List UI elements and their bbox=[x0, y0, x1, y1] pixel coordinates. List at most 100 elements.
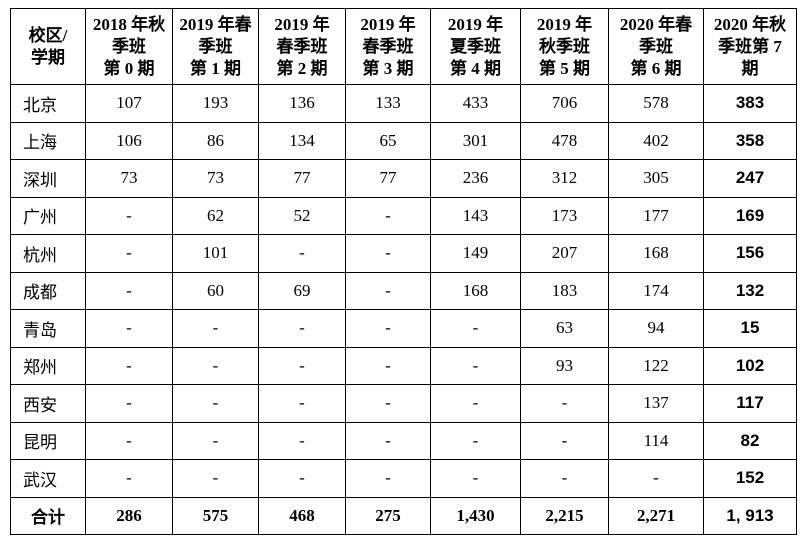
cell: - bbox=[85, 421, 173, 460]
cell: 102 bbox=[703, 346, 797, 385]
cell: 93 bbox=[520, 346, 609, 385]
row-label: 杭州 bbox=[10, 234, 86, 273]
cell: 73 bbox=[172, 159, 259, 198]
cell: - bbox=[258, 384, 346, 423]
header-line: 2020 年春 bbox=[619, 14, 693, 34]
cell: 2,271 bbox=[608, 496, 704, 535]
header-line: 2019 年春 bbox=[179, 14, 252, 34]
header-line: 季班 bbox=[198, 36, 233, 56]
cell: 247 bbox=[703, 159, 797, 198]
header-cell: 2020 年春 季班第 6 期 bbox=[608, 8, 704, 85]
cell: 173 bbox=[520, 196, 609, 235]
data-row: 成都 -60 69-168 183 174 132 bbox=[10, 271, 797, 310]
row-label: 武汉 bbox=[10, 459, 86, 498]
cell: 1, 913 bbox=[703, 496, 797, 535]
cell: 94 bbox=[608, 309, 704, 348]
header-line: 2018 年秋 bbox=[92, 14, 166, 34]
cell: 106 bbox=[85, 121, 173, 160]
cell: 77 bbox=[258, 159, 346, 198]
header-line: 第 4 期 bbox=[450, 58, 501, 78]
cell: 101 bbox=[172, 234, 259, 273]
cell: - bbox=[430, 421, 521, 460]
cell: 62 bbox=[172, 196, 259, 235]
header-line: 第 6 期 bbox=[630, 58, 682, 78]
cell: - bbox=[85, 459, 173, 498]
cell: - bbox=[172, 309, 259, 348]
header-line: 学期 bbox=[31, 47, 65, 67]
header-line: 期 bbox=[741, 58, 759, 78]
cell: 468 bbox=[258, 496, 346, 535]
data-row: 西安 - - - - - -137 117 bbox=[10, 384, 797, 423]
cell: - bbox=[520, 384, 609, 423]
cell: - bbox=[258, 459, 346, 498]
cell: 65 bbox=[345, 121, 431, 160]
row-label: 深圳 bbox=[10, 159, 86, 198]
cell: - bbox=[520, 421, 609, 460]
cell: 168 bbox=[608, 234, 704, 273]
header-line: 季班 bbox=[639, 36, 673, 56]
cell: 168 bbox=[430, 271, 521, 310]
cell: 117 bbox=[703, 384, 797, 423]
data-row: 青岛 - - - - -63 94 15 bbox=[10, 309, 797, 348]
header-line: 秋季班 bbox=[539, 36, 590, 56]
data-row: 北京 107 193 136 133 433 706 578 383 bbox=[10, 84, 797, 123]
cell: - bbox=[608, 459, 704, 498]
row-label: 合计 bbox=[10, 496, 86, 535]
cell: - bbox=[172, 384, 259, 423]
cell: 15 bbox=[703, 309, 797, 348]
cell: 69 bbox=[258, 271, 346, 310]
cell: 2,215 bbox=[520, 496, 609, 535]
cell: 82 bbox=[703, 421, 797, 460]
cell: 60 bbox=[172, 271, 259, 310]
header-cell: 2019 年秋季班第 5 期 bbox=[520, 8, 609, 85]
header-line: 季班 bbox=[112, 36, 146, 56]
cell: - bbox=[172, 421, 259, 460]
data-row: 广州 -62 52-143 173 177 169 bbox=[10, 196, 797, 235]
header-line: 2019 年 bbox=[274, 14, 330, 34]
cell: 358 bbox=[703, 121, 797, 160]
cell: - bbox=[345, 459, 431, 498]
cell: 1,430 bbox=[430, 496, 521, 535]
cell: 193 bbox=[172, 84, 259, 123]
cell: 275 bbox=[345, 496, 431, 535]
data-row: 郑州 - - - - -93 122 102 bbox=[10, 346, 797, 385]
cell: - bbox=[345, 421, 431, 460]
header-cell: 校区/学期 bbox=[10, 8, 86, 85]
cell: 402 bbox=[608, 121, 704, 160]
header-line: 季班第 7 bbox=[718, 36, 782, 56]
row-label: 郑州 bbox=[10, 346, 86, 385]
cell: 578 bbox=[608, 84, 704, 123]
cell: 122 bbox=[608, 346, 704, 385]
cell: - bbox=[258, 346, 346, 385]
header-line: 第 2 期 bbox=[276, 58, 328, 78]
cell: - bbox=[345, 309, 431, 348]
cell: 137 bbox=[608, 384, 704, 423]
cell: - bbox=[85, 196, 173, 235]
row-label: 西安 bbox=[10, 384, 86, 423]
cell: 86 bbox=[172, 121, 259, 160]
cell: 143 bbox=[430, 196, 521, 235]
cell: 305 bbox=[608, 159, 704, 198]
row-label: 成都 bbox=[10, 271, 86, 310]
row-label: 昆明 bbox=[10, 421, 86, 460]
cell: - bbox=[430, 459, 521, 498]
cell: 174 bbox=[608, 271, 704, 310]
cell: - bbox=[258, 421, 346, 460]
cell: - bbox=[85, 309, 173, 348]
cell: 286 bbox=[85, 496, 173, 535]
cell: - bbox=[85, 234, 173, 273]
header-cell: 2019 年春 季班第 1 期 bbox=[172, 8, 259, 85]
header-cell: 2018 年秋 季班第 0 期 bbox=[85, 8, 173, 85]
enrollment-table: 校区/学期 2018 年秋 季班第 0 期 2019 年春 季班第 1 期 2019 年春… bbox=[10, 8, 797, 535]
cell: - bbox=[85, 384, 173, 423]
total-row: 合计 286 575 468 275 1,430 2,215 2,271 1, 913 bbox=[10, 496, 797, 535]
cell: - bbox=[258, 309, 346, 348]
cell: 73 bbox=[85, 159, 173, 198]
header-line: 2019 年 bbox=[536, 14, 593, 34]
table-body: 北京 107 193 136 133 433 706 578 383 上海 106 86 134 65 30… bbox=[10, 84, 797, 535]
header-line: 春季班 bbox=[276, 36, 328, 56]
cell: 183 bbox=[520, 271, 609, 310]
row-label: 北京 bbox=[10, 84, 86, 123]
